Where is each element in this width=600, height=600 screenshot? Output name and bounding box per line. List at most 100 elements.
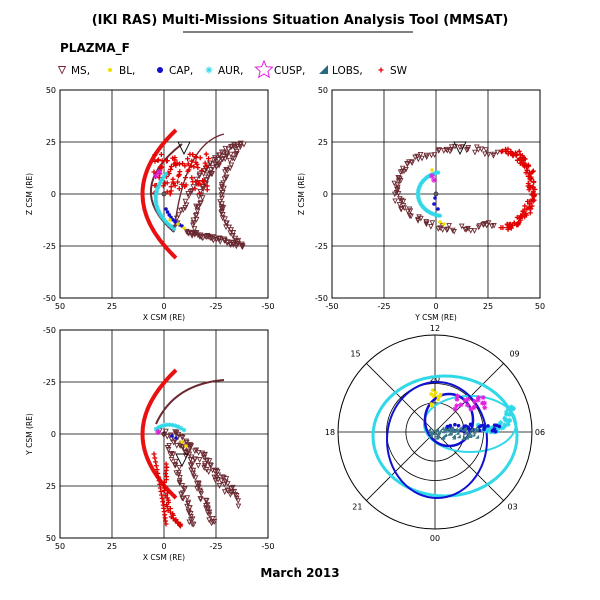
star-mark	[156, 210, 162, 215]
y-tick-label: 50	[46, 534, 56, 543]
legend-label: SW	[390, 65, 408, 77]
legend-label: LOBS,	[332, 65, 363, 77]
ms-mark	[177, 475, 183, 481]
sw-mark	[179, 181, 185, 187]
ms-mark	[239, 244, 246, 251]
ms-mark	[191, 456, 198, 463]
ms-mark	[217, 238, 224, 245]
ms-mark	[205, 469, 212, 475]
mission-label: PLAZMA_F	[60, 41, 130, 56]
ms-mark	[185, 500, 191, 507]
star-mark	[161, 423, 167, 428]
ms-mark	[179, 490, 186, 496]
sw-mark	[529, 169, 535, 175]
ms-mark	[223, 220, 230, 227]
bl-mark	[176, 222, 180, 226]
lobs-mark	[450, 427, 455, 432]
star-mark	[494, 426, 499, 431]
ms-mark	[165, 447, 172, 453]
ms-mark	[189, 232, 196, 239]
ms-mark	[414, 153, 421, 160]
sw-mark	[520, 213, 526, 219]
sw-mark	[170, 155, 176, 161]
star-mark	[156, 169, 162, 175]
y-tick-label: 0	[323, 190, 328, 199]
star-mark	[172, 423, 178, 429]
bl-mark	[436, 397, 440, 402]
sw-mark	[197, 190, 203, 196]
ms-mark	[482, 151, 488, 158]
star-mark	[475, 397, 481, 403]
lobs-mark	[446, 428, 451, 433]
ms-mark	[204, 458, 210, 465]
ms-mark	[396, 201, 403, 208]
y-tick-label: 25	[46, 138, 56, 147]
x-tick-label: -50	[261, 542, 274, 551]
y-tick-label: 50	[318, 86, 328, 95]
lobs-mark	[457, 426, 462, 431]
ms-mark	[203, 498, 210, 504]
ms-mark	[404, 208, 411, 215]
ms-mark	[163, 428, 169, 435]
legend: MS, BL, CAP, AUR, CUSP, LOBS, SW	[57, 59, 408, 79]
star-mark	[205, 66, 213, 74]
legend-label: BL,	[119, 65, 135, 77]
x-tick-label: -50	[325, 302, 338, 311]
polar-radial-line	[366, 431, 436, 501]
ms-mark	[195, 193, 202, 200]
star-mark	[465, 396, 471, 402]
ms-mark	[173, 215, 180, 222]
ms-mark	[168, 450, 175, 457]
ms-mark	[196, 457, 203, 463]
legend-item-cusp: CUSP,	[254, 59, 305, 79]
sw-mark	[522, 203, 528, 209]
sw-mark	[161, 479, 167, 485]
star-mark	[502, 422, 507, 428]
star-mark	[507, 417, 512, 423]
lobs-mark	[445, 426, 450, 431]
ms-mark	[199, 195, 206, 202]
star-mark	[489, 425, 495, 430]
ms-mark	[218, 209, 225, 215]
star-mark	[508, 411, 514, 417]
ms-mark	[188, 443, 195, 449]
ms-mark	[230, 230, 237, 236]
star-mark	[417, 184, 422, 189]
sw-mark	[155, 157, 161, 163]
ms-mark	[218, 195, 225, 202]
sw-mark	[170, 515, 176, 521]
bl-mark	[430, 388, 435, 392]
ms-mark	[200, 186, 207, 193]
sw-mark	[518, 217, 524, 223]
cap-mark	[486, 424, 490, 428]
ms-mark	[232, 151, 239, 158]
sw-mark	[163, 521, 169, 527]
cap-mark	[165, 210, 170, 214]
ms-mark	[437, 225, 444, 232]
x-tick-label: 50	[535, 302, 545, 311]
polar-radial-line	[434, 431, 504, 501]
ms-mark	[233, 243, 240, 250]
cap-mark	[170, 434, 174, 438]
lobs-mark	[437, 430, 442, 435]
star-mark	[158, 212, 164, 218]
ms-mark	[180, 495, 187, 502]
sw-mark	[183, 175, 189, 181]
ms-mark	[222, 145, 229, 152]
star-mark	[432, 171, 437, 176]
legend-item-bl: BL,	[108, 65, 135, 77]
star-mark	[154, 202, 159, 208]
ms-mark	[219, 474, 226, 481]
star-mark	[175, 424, 181, 430]
x-tick-label: 0	[161, 302, 166, 311]
star-mark	[431, 177, 437, 183]
ms-mark	[208, 520, 215, 527]
ms-mark	[229, 484, 236, 491]
ms-mark	[429, 220, 436, 226]
bl-mark	[442, 222, 446, 226]
ms-mark	[392, 198, 398, 205]
ms-mark	[449, 227, 456, 234]
y-tick-label: -50	[43, 294, 56, 303]
ms-mark	[415, 216, 421, 223]
sw-mark	[168, 164, 174, 170]
